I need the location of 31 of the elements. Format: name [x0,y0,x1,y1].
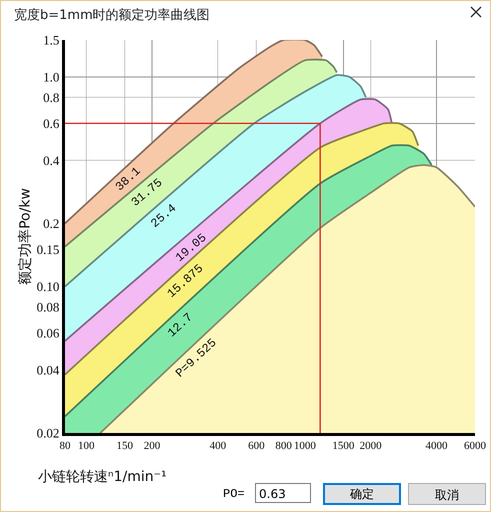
y-axis-title: 额定功率Po/kw [17,188,34,285]
text: 确定 [323,483,401,505]
y-tick-label: 0.04 [36,362,60,378]
text: 0.63 [255,483,311,503]
y-tick-label: 1.0 [43,69,60,84]
x-tick-label: 150 [116,440,134,452]
x-tick-label: 600 [248,440,266,452]
y-tick-label: 0.02 [36,426,60,441]
y-tick-label: 0.06 [36,326,60,341]
y-tick-label: 0.4 [43,152,60,168]
text: 取消 [408,483,486,505]
x-tick-label: 1000 [294,440,316,452]
y-tick-label: 0.15 [36,242,60,258]
x-tick-label: 200 [144,440,161,452]
x-tick-label: 2000 [360,440,382,452]
x-tick-label: 1500 [332,440,355,452]
x-tick-label: 100 [78,440,95,452]
text: PO= [223,487,245,501]
x-tick-label: 400 [210,440,227,452]
y-tick-label: 1.5 [43,32,60,48]
y-tick-label: 0.8 [43,90,60,105]
y-tick-label: 0.10 [36,279,60,294]
chart-title: 宽度b=1mm时的额定功率曲线图 [14,7,210,24]
x-tick-label: 4000 [426,440,448,452]
x-tick-label: 800 [275,440,292,452]
y-tick-label: 0.08 [36,299,60,314]
y-tick-label: 0.6 [43,116,60,131]
x-axis-title: 小链轮转速ⁿ1/min⁻¹ [38,469,167,485]
x-tick-label: 80 [60,440,71,452]
y-tick-label: 0.2 [43,216,60,231]
x-tick-label: 6000 [464,440,486,452]
